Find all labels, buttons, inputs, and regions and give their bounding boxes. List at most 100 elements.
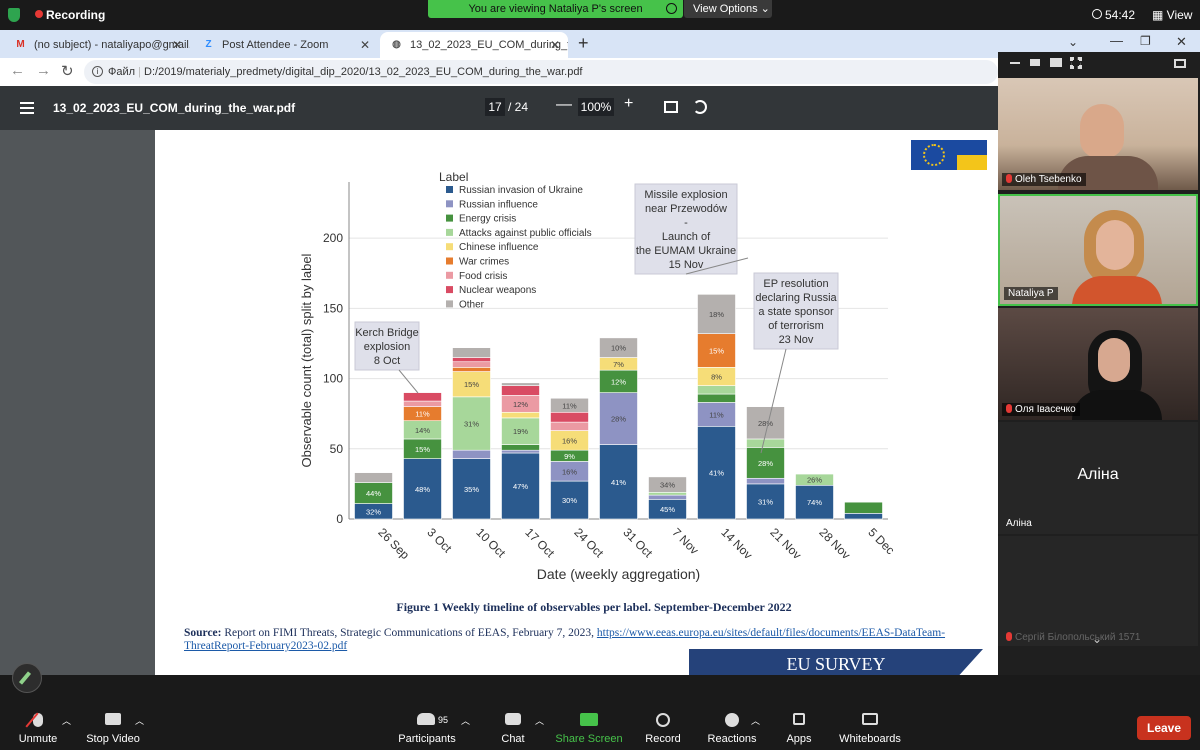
data-label: 44% bbox=[366, 489, 381, 498]
apps-button[interactable]: Apps bbox=[764, 706, 834, 750]
zoom-out-button[interactable]: — bbox=[556, 96, 572, 113]
chevron-down-icon[interactable]: ⌄ bbox=[1092, 632, 1103, 646]
window-close-icon[interactable]: ✕ bbox=[1176, 34, 1187, 49]
data-label: 7% bbox=[613, 360, 624, 369]
bar-segment bbox=[403, 400, 442, 407]
bar-segment bbox=[844, 501, 883, 514]
close-icon[interactable]: ✕ bbox=[549, 38, 560, 52]
bar-segment bbox=[599, 337, 638, 358]
chat-icon bbox=[505, 713, 521, 725]
participant-face bbox=[1098, 338, 1130, 382]
whiteboards-button[interactable]: Whiteboards bbox=[835, 706, 905, 750]
chevron-up-icon[interactable]: ︿ bbox=[135, 716, 145, 726]
source-label: Source: bbox=[184, 627, 222, 639]
participant-tile[interactable]: Oleh Tsebenko bbox=[998, 78, 1198, 190]
tab-gmail[interactable]: M (no subject) - nataliyapo@gmail. ✕ bbox=[4, 32, 190, 58]
annotate-pencil-icon[interactable] bbox=[12, 663, 42, 693]
annotation-text: 23 Nov bbox=[779, 334, 814, 346]
data-label: 28% bbox=[758, 459, 773, 468]
exit-sidebar-icon[interactable] bbox=[1174, 59, 1186, 68]
participant-tile-active-speaker[interactable]: Nataliya P bbox=[998, 194, 1198, 306]
view-options-button[interactable]: View Options ⌄ bbox=[684, 0, 772, 18]
pdf-viewport[interactable]: 0 50 100 150 200 32% 44% 26 Sep 48% 15% 14% 11% 3 Oc… bbox=[0, 130, 998, 675]
annotation-text: Missile explosion bbox=[644, 189, 727, 201]
chevron-up-icon[interactable]: ︿ bbox=[535, 716, 545, 726]
participant-tile[interactable]: Сергій Білопольський 1571 bbox=[998, 536, 1198, 646]
address-field[interactable]: i Файл | D:/2019/materialy_predmety/digi… bbox=[84, 60, 998, 84]
back-icon[interactable]: ← bbox=[10, 62, 25, 79]
source-link[interactable]: https://www.eeas.europa.eu/sites/default… bbox=[184, 627, 946, 652]
close-icon[interactable]: ✕ bbox=[171, 38, 182, 52]
close-icon[interactable]: ✕ bbox=[359, 38, 370, 52]
participants-button[interactable]: 95 Participants bbox=[392, 706, 462, 750]
reactions-button[interactable]: Reactions bbox=[697, 706, 767, 750]
chevron-up-icon[interactable]: ︿ bbox=[751, 716, 761, 726]
info-icon[interactable]: i bbox=[92, 66, 103, 77]
participant-tile[interactable]: Оля Івасечко bbox=[998, 308, 1198, 420]
rotate-icon[interactable] bbox=[693, 100, 707, 114]
data-label: 32% bbox=[366, 507, 381, 516]
muted-mic-icon bbox=[1006, 174, 1012, 183]
chat-button[interactable]: Chat bbox=[478, 706, 548, 750]
view-menu-button[interactable]: ▦ View bbox=[1152, 8, 1192, 22]
maximize-icon[interactable]: ❐ bbox=[1140, 34, 1151, 48]
bar-segment bbox=[550, 411, 589, 423]
legend-title: Label bbox=[439, 170, 468, 184]
gallery-view-icon[interactable] bbox=[1070, 57, 1082, 69]
data-label: 12% bbox=[611, 377, 626, 386]
tab-zoom[interactable]: Z Post Attendee - Zoom ✕ bbox=[192, 32, 378, 58]
reload-icon[interactable]: ↻ bbox=[61, 63, 74, 80]
participant-name: Oleh Tsebenko bbox=[1002, 173, 1086, 186]
chevron-up-icon[interactable]: ︿ bbox=[461, 716, 471, 726]
participant-name: Оля Івасечко bbox=[1002, 403, 1080, 416]
menu-icon[interactable] bbox=[20, 102, 34, 114]
record-label: Record bbox=[645, 733, 681, 745]
data-label: 31% bbox=[758, 497, 773, 506]
fit-page-icon[interactable] bbox=[664, 101, 678, 113]
chevron-up-icon[interactable]: ︿ bbox=[62, 716, 72, 726]
bar-segment bbox=[501, 452, 540, 520]
data-label: 19% bbox=[513, 427, 528, 436]
speaker-view-icon[interactable] bbox=[1030, 59, 1040, 66]
strip-view-icon[interactable] bbox=[1050, 58, 1062, 67]
bar-segment bbox=[452, 347, 491, 358]
minimize-panel-icon[interactable] bbox=[1010, 62, 1020, 64]
page-number-input[interactable]: 17 bbox=[485, 98, 505, 116]
leave-button[interactable]: Leave bbox=[1137, 716, 1191, 740]
viewing-banner-text: You are viewing Nataliya P's screen bbox=[468, 3, 643, 15]
participant-name-large: Аліна bbox=[1077, 466, 1119, 483]
zoom-in-button[interactable]: + bbox=[624, 95, 634, 112]
mic-off-icon bbox=[33, 713, 43, 727]
address-url: D:/2019/materialy_predmety/digital_dip_2… bbox=[144, 66, 583, 78]
data-label: 12% bbox=[513, 400, 528, 409]
minimize-icon[interactable]: — bbox=[1110, 33, 1123, 48]
bar-segment bbox=[452, 449, 491, 459]
tab-label: 13_02_2023_EU_COM_during_the bbox=[410, 39, 568, 51]
clock-icon bbox=[1092, 9, 1102, 19]
annotation-text: 8 Oct bbox=[374, 355, 400, 367]
unmute-button[interactable]: Unmute bbox=[3, 706, 73, 750]
new-tab-button[interactable]: + bbox=[578, 33, 589, 53]
bar-segment bbox=[501, 385, 540, 396]
share-screen-button[interactable]: Share Screen bbox=[554, 706, 624, 750]
forward-icon[interactable]: → bbox=[36, 62, 51, 79]
muted-mic-icon bbox=[1006, 632, 1012, 641]
zoom-icon: Z bbox=[205, 39, 212, 50]
tab-search-icon[interactable]: ⌄ bbox=[1068, 35, 1079, 49]
tab-pdf[interactable]: ◍ 13_02_2023_EU_COM_during_the ✕ bbox=[380, 32, 568, 58]
legend-label: Russian invasion of Ukraine bbox=[459, 185, 583, 196]
view-menu-label: View bbox=[1166, 8, 1193, 22]
zoom-level-input[interactable]: 100% bbox=[578, 98, 614, 116]
data-label: 16% bbox=[562, 467, 577, 476]
bar-segment bbox=[844, 513, 883, 520]
security-shield-icon[interactable] bbox=[8, 8, 20, 22]
annotation-text: Launch of bbox=[662, 231, 711, 243]
participant-tile[interactable]: Аліна Аліна bbox=[998, 422, 1198, 534]
stop-video-button[interactable]: Stop Video bbox=[78, 706, 148, 750]
record-button[interactable]: Record bbox=[628, 706, 698, 750]
data-label: 16% bbox=[562, 436, 577, 445]
view-options-label: View Options bbox=[693, 3, 758, 15]
viewing-banner: You are viewing Nataliya P's screen bbox=[428, 0, 683, 18]
recording-dot-icon bbox=[35, 10, 43, 18]
bar-segment bbox=[550, 421, 589, 431]
